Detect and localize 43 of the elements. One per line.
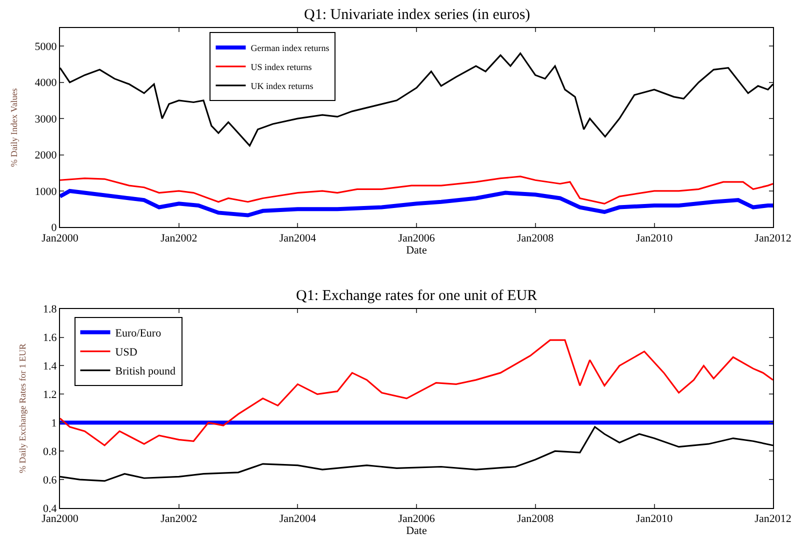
- y-tick-label: 1.8: [43, 304, 58, 316]
- y-axis-title: % Daily Exchange Rates for 1 EUR: [17, 344, 28, 474]
- legend-label: USD: [115, 346, 138, 359]
- x-tick-label: Jan2006: [398, 232, 436, 244]
- y-axis-title: % Daily Index Values: [9, 88, 20, 167]
- y-tick-label: 4000: [34, 77, 58, 90]
- legend-label: German index returns: [250, 42, 330, 53]
- x-tick-label: Jan2008: [516, 513, 554, 526]
- x-tick-label: Jan2008: [516, 232, 554, 244]
- x-tick-label: Jan2010: [636, 513, 674, 526]
- y-tick-label: 2000: [34, 150, 58, 162]
- line-series: [60, 176, 773, 204]
- y-tick-label: 0.4: [43, 502, 58, 515]
- y-tick-label: 3000: [34, 113, 58, 126]
- x-tick-label: Jan2012: [754, 513, 792, 526]
- x-axis-title: Date: [406, 525, 427, 538]
- y-tick-label: 0.8: [43, 446, 58, 458]
- legend-label: US index returns: [250, 62, 312, 72]
- legend-label: UK index returns: [250, 80, 314, 91]
- x-tick-label: Jan2010: [636, 232, 674, 244]
- x-tick-label: Jan2004: [279, 232, 316, 244]
- y-tick-label: 0.6: [43, 474, 58, 486]
- legend-label: British pound: [115, 366, 176, 378]
- legend-label: Euro/Euro: [115, 328, 162, 340]
- y-tick-label: 1000: [34, 186, 58, 198]
- x-axis-title: Date: [406, 244, 427, 256]
- y-tick-label: 1: [51, 417, 57, 430]
- x-tick-label: Jan2002: [160, 513, 198, 526]
- y-tick-label: 1.2: [43, 389, 57, 402]
- chart-title: Q1: Univariate index series (in euros): [304, 7, 530, 23]
- x-tick-label: Jan2002: [160, 232, 198, 244]
- y-tick-label: 5000: [34, 40, 58, 53]
- chart-title: Q1: Exchange rates for one unit of EUR: [296, 288, 538, 304]
- y-tick-label: 1.6: [43, 332, 58, 344]
- x-tick-label: Jan2004: [279, 513, 316, 526]
- x-tick-label: Jan2006: [398, 513, 436, 526]
- x-tick-label: Jan2012: [754, 232, 792, 244]
- y-tick-label: 0: [51, 222, 58, 234]
- line-series: [60, 339, 773, 446]
- line-series: [60, 188, 773, 218]
- x-tick-label: Jan2000: [42, 513, 79, 526]
- x-tick-label: Jan2000: [42, 232, 79, 244]
- y-tick-label: 1.4: [43, 360, 58, 373]
